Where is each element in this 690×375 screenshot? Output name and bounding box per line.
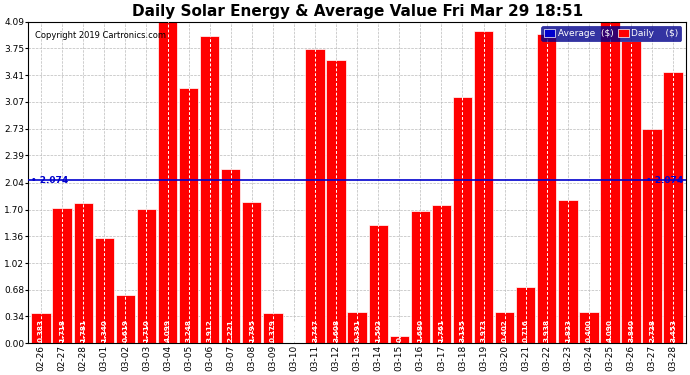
Text: 0.391: 0.391 (354, 320, 360, 342)
Text: 3.608: 3.608 (333, 320, 339, 342)
Bar (432, 205, 451, 343)
Bar (200, 36, 219, 343)
Bar (74, 203, 93, 343)
Bar (495, 312, 514, 343)
Text: 0.002: 0.002 (291, 320, 297, 342)
Bar (95, 238, 114, 343)
Text: 0.089: 0.089 (396, 320, 402, 342)
Text: 0.402: 0.402 (502, 320, 508, 342)
Text: 1.823: 1.823 (565, 320, 571, 342)
Title: Daily Solar Energy & Average Value Fri Mar 29 18:51: Daily Solar Energy & Average Value Fri M… (132, 4, 583, 19)
Bar (137, 209, 156, 343)
Bar (474, 31, 493, 343)
Text: 4.099: 4.099 (164, 320, 170, 342)
Text: • 2.074: • 2.074 (30, 176, 68, 184)
Text: 3.135: 3.135 (460, 320, 466, 342)
Bar (348, 312, 367, 343)
Text: 3.747: 3.747 (312, 320, 318, 342)
Bar (32, 313, 51, 343)
Bar (411, 211, 430, 343)
Text: 2.728: 2.728 (649, 320, 655, 342)
Text: 3.912: 3.912 (207, 320, 213, 342)
Bar (158, 21, 177, 343)
Legend: Average  ($), Daily    ($): Average ($), Daily ($) (542, 26, 681, 40)
Bar (179, 88, 198, 343)
Text: 1.718: 1.718 (59, 320, 65, 342)
Text: 0.379: 0.379 (270, 320, 276, 342)
Bar (326, 60, 346, 343)
Bar (537, 34, 556, 343)
Bar (579, 312, 599, 343)
Bar (664, 72, 683, 343)
Text: 0.383: 0.383 (38, 320, 44, 342)
Text: 3.973: 3.973 (480, 320, 486, 342)
Text: 3.248: 3.248 (186, 320, 192, 342)
Bar (52, 208, 72, 343)
Text: 2.221: 2.221 (228, 320, 234, 342)
Text: 0.619: 0.619 (122, 320, 128, 342)
Text: 1.680: 1.680 (417, 320, 424, 342)
Bar (453, 97, 472, 343)
Text: 1.502: 1.502 (375, 320, 381, 342)
Text: Copyright 2019 Cartronics.com: Copyright 2019 Cartronics.com (35, 32, 166, 40)
Bar (116, 294, 135, 343)
Bar (642, 129, 662, 343)
Text: 0.716: 0.716 (523, 320, 529, 342)
Text: 3.453: 3.453 (670, 320, 676, 342)
Text: 1.795: 1.795 (249, 320, 255, 342)
Text: 1.761: 1.761 (438, 320, 444, 342)
Text: 1.781: 1.781 (80, 320, 86, 342)
Bar (305, 49, 325, 343)
Text: • 2.074: • 2.074 (647, 176, 684, 184)
Text: 3.938: 3.938 (544, 320, 550, 342)
Bar (263, 314, 283, 343)
Bar (368, 225, 388, 343)
Text: 3.840: 3.840 (628, 320, 634, 342)
Text: 0.400: 0.400 (586, 320, 592, 342)
Bar (516, 287, 535, 343)
Text: 1.710: 1.710 (144, 320, 150, 342)
Bar (221, 169, 240, 343)
Text: 1.340: 1.340 (101, 320, 108, 342)
Bar (622, 41, 641, 343)
Bar (390, 336, 409, 343)
Bar (242, 202, 262, 343)
Bar (600, 22, 620, 343)
Bar (558, 200, 578, 343)
Text: 4.090: 4.090 (607, 320, 613, 342)
